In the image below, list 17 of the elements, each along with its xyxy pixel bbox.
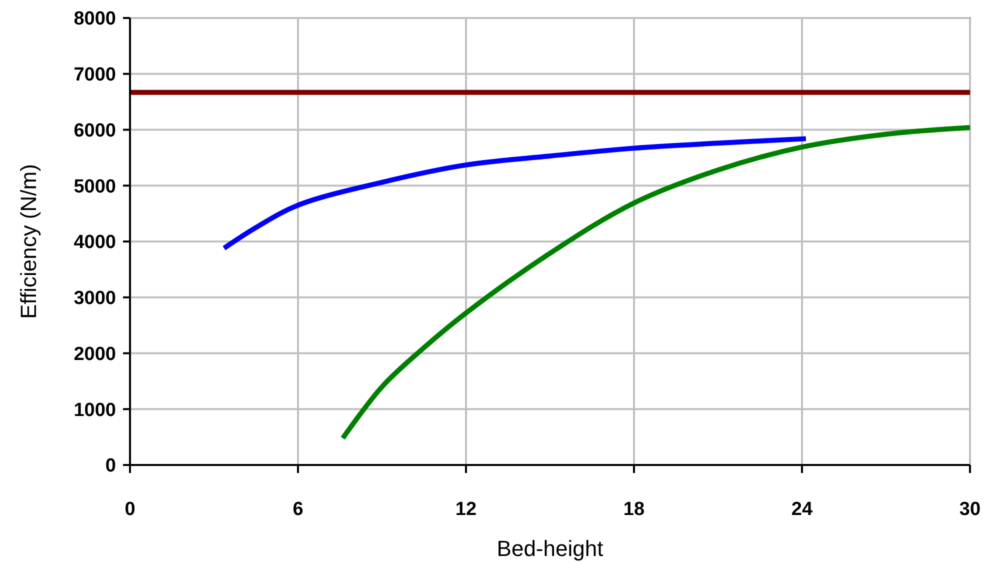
x-tick-label: 0 (124, 499, 136, 520)
x-tick-label: 18 (623, 499, 645, 520)
y-tick-label: 8000 (74, 8, 116, 30)
y-tick-label: 0 (105, 456, 116, 477)
y-axis-title: Efficiency (N/m) (16, 164, 41, 319)
y-tick-label: 6000 (74, 120, 116, 142)
x-axis-title: Bed-height (496, 536, 604, 561)
y-tick-label: 3000 (74, 288, 116, 310)
y-tick-label: 5000 (74, 176, 116, 198)
x-tick-label: 24 (791, 499, 813, 520)
y-tick-label: 2000 (74, 344, 116, 365)
y-tick-label: 1000 (74, 400, 116, 421)
y-tick-label: 4000 (74, 232, 116, 254)
x-tick-label: 30 (959, 499, 981, 520)
x-tick-label: 6 (292, 499, 304, 520)
y-tick-label: 7000 (74, 64, 116, 86)
x-tick-label: 12 (455, 499, 477, 520)
